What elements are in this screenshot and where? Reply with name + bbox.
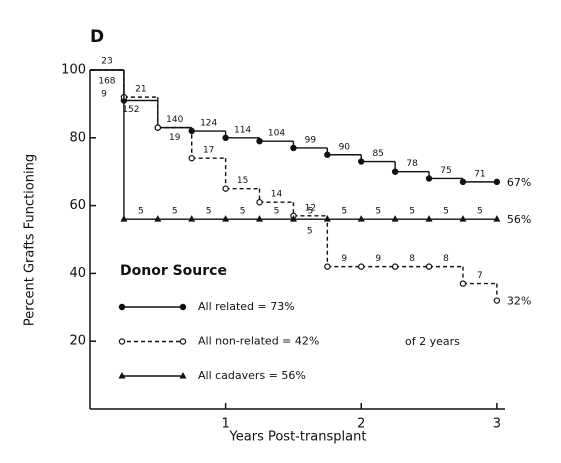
x-tick-label: 3 [493,417,501,432]
at-risk-label: 5 [308,207,314,217]
x-tick-label: 2 [357,417,365,432]
data-point [120,215,128,222]
data-point [222,134,229,141]
data-point [391,263,399,270]
legend-marker [179,372,187,379]
at-risk-label: 99 [305,135,317,145]
legend-marker [118,338,126,345]
data-point [154,215,162,222]
at-risk-label: 5 [375,207,381,217]
data-point [358,263,365,270]
at-risk-note: 5 [307,227,313,237]
data-point [256,199,263,206]
at-risk-label: 5 [138,207,144,217]
at-risk-label: 17 [203,146,214,156]
legend-label: All cadavers = 56% [198,369,306,382]
at-risk-label: 19 [169,133,181,143]
at-risk-label: 114 [234,125,251,135]
at-risk-label: 90 [339,142,351,152]
data-point [425,263,433,270]
x-tick-label: 1 [221,417,229,432]
data-point [289,215,297,222]
data-point [256,215,264,222]
at-risk-label: 168 [98,77,115,87]
at-risk-label: 14 [271,190,283,200]
at-risk-label: 15 [237,176,248,186]
y-tick-label: 100 [61,63,86,78]
at-risk-label: 5 [240,207,246,217]
y-tick-label: 80 [69,130,86,145]
at-risk-label: 5 [206,207,212,217]
legend-marker [118,303,126,311]
at-risk-label: 5 [341,207,347,217]
data-point [493,297,501,304]
at-risk-label: 78 [406,159,418,169]
at-risk-label: 9 [101,90,107,100]
data-point [222,185,229,192]
legend-marker [179,303,187,311]
legend-label: All related = 73% [198,300,295,313]
data-point [493,215,501,222]
at-risk-label: 21 [135,85,146,95]
data-point [188,215,196,222]
at-risk-label: 5 [172,207,178,217]
y-tick-label: 60 [69,198,86,213]
legend-title: Donor Source [120,263,227,279]
legend-marker [179,338,187,345]
at-risk-label: 9 [341,254,347,264]
data-point [459,280,467,287]
at-risk-label: 5 [274,207,280,217]
data-point [425,215,433,222]
at-risk-label: 5 [477,207,483,217]
data-point [188,154,195,162]
data-point [324,263,331,270]
at-risk-label: 75 [440,166,451,176]
legend-note: of 2 years [405,335,460,348]
data-point [493,178,501,186]
at-risk-label: 85 [372,149,383,159]
end-label: 67% [507,176,531,189]
data-point [323,215,331,222]
legend-label: All non-related = 42% [198,335,319,348]
data-point [391,215,399,222]
legend-marker [118,372,126,379]
at-risk-label: 152 [122,105,139,115]
data-point [425,175,433,182]
data-point [391,168,399,175]
at-risk-label: 5 [409,207,415,217]
end-label: 32% [507,295,531,308]
at-risk-label: 5 [443,207,449,217]
at-risk-label: 7 [477,271,483,281]
end-label: 56% [507,213,531,226]
at-risk-label: 71 [474,169,485,179]
data-point [459,215,467,222]
data-point [357,215,365,222]
data-point [290,144,297,152]
at-risk-label: 8 [443,254,449,264]
y-axis-label: Percent Grafts Functioning [23,154,38,326]
data-point [459,178,467,186]
at-risk-label: 9 [375,254,381,264]
y-tick-label: 20 [69,334,86,349]
data-point [358,158,365,165]
data-point [324,151,331,158]
at-risk-label: 104 [268,129,285,139]
y-tick-label: 40 [69,266,86,281]
panel-label: D [90,27,104,47]
data-point [154,124,162,131]
at-risk-label: 23 [101,57,112,67]
x-axis-label: Years Post-transplant [229,430,367,445]
at-risk-label: 8 [409,254,415,264]
at-risk-label: 12 [305,203,316,213]
data-point [222,215,230,222]
at-risk-label: 124 [200,119,217,129]
at-risk-label: 140 [166,115,183,125]
data-point [256,137,263,145]
